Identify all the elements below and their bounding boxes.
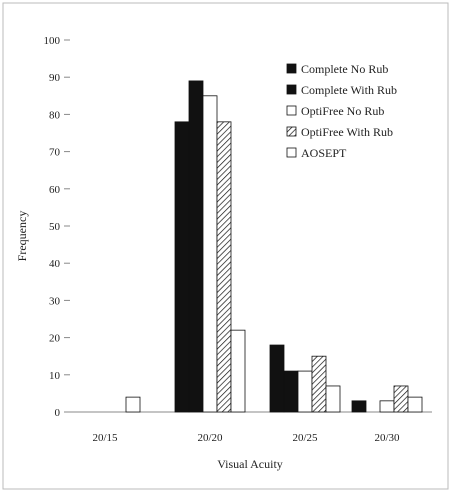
x-tick-label: 20/30 <box>374 432 400 444</box>
bar-aosept-20-30 <box>407 396 423 413</box>
bars-group <box>125 80 423 413</box>
bar-aosept-20-15 <box>125 396 141 413</box>
bar-complete-with-rub-20-25 <box>283 370 299 413</box>
bar-aosept-20-20 <box>230 329 246 413</box>
x-axis-ticks: 20/15 20/20 20/25 20/30 <box>92 432 400 444</box>
x-tick-label: 20/15 <box>92 432 118 444</box>
y-tick-label: 30 <box>49 295 61 307</box>
bar-complete-no-rub-20-25 <box>269 344 285 413</box>
y-tick-label: 0 <box>55 407 61 419</box>
legend-swatch <box>286 84 297 95</box>
x-tick-label: 20/20 <box>197 432 223 444</box>
y-tick-label: 40 <box>49 258 61 270</box>
bar-complete-no-rub-20-20 <box>174 121 190 413</box>
legend-label: Complete No Rub <box>301 62 388 76</box>
legend-swatch <box>286 105 297 116</box>
y-axis-title: Frequency <box>15 211 29 262</box>
y-tick-label: 100 <box>44 35 61 47</box>
legend-label: OptiFree No Rub <box>301 104 384 118</box>
bar-optifree-with-rub-20-30 <box>393 385 409 413</box>
legend-label: OptiFree With Rub <box>301 125 393 139</box>
bar-complete-with-rub-20-20 <box>188 80 204 413</box>
x-tick-label: 20/25 <box>292 432 318 444</box>
legend-swatch <box>286 63 297 74</box>
bar-optifree-with-rub-20-25 <box>311 355 327 413</box>
y-tick-label: 10 <box>49 370 61 382</box>
legend-label: Complete With Rub <box>301 83 397 97</box>
y-tick-label: 70 <box>49 147 61 159</box>
y-tick-label: 60 <box>49 184 61 196</box>
y-tick-label: 20 <box>49 333 61 345</box>
legend-swatch <box>286 126 297 137</box>
y-tick-label: 80 <box>49 109 61 121</box>
legend-swatch <box>286 147 297 158</box>
legend: Complete No Rub Complete With Rub OptiFree… <box>286 62 397 160</box>
bar-optifree-no-rub-20-25 <box>297 370 313 413</box>
bar-aosept-20-25 <box>325 385 341 413</box>
bar-complete-no-rub-20-30 <box>351 400 367 413</box>
y-tick-label: 90 <box>49 72 61 84</box>
y-axis-ticks: 0 10 20 30 40 50 60 70 80 90 100 <box>44 35 70 419</box>
x-axis-title: Visual Acuity <box>217 457 283 471</box>
bar-optifree-with-rub-20-20 <box>216 121 232 413</box>
y-tick-label: 50 <box>49 221 61 233</box>
bar-optifree-no-rub-20-20 <box>202 95 218 413</box>
bar-optifree-no-rub-20-30 <box>379 400 395 413</box>
legend-label: AOSEPT <box>301 146 347 160</box>
